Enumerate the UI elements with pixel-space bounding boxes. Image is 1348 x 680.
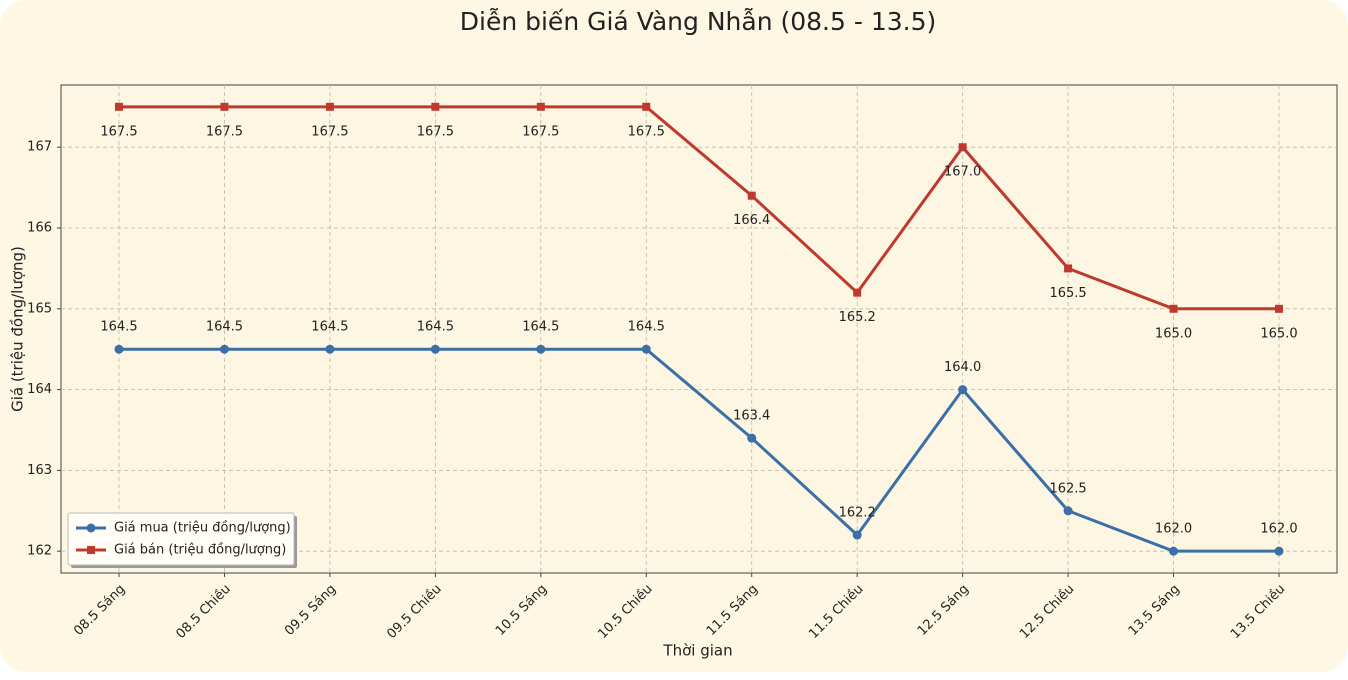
y-axis-label: Giá (triệu đồng/lượng) xyxy=(9,246,27,412)
data-label: 164.5 xyxy=(206,320,243,335)
data-label: 164.5 xyxy=(311,320,348,335)
data-label: 166.4 xyxy=(733,213,770,228)
legend: Giá mua (triệu đồng/lượng) Giá bán (triệu… xyxy=(67,512,297,568)
marker xyxy=(1063,506,1073,516)
marker xyxy=(642,102,651,111)
marker xyxy=(747,191,756,200)
data-label: 167.5 xyxy=(522,124,559,139)
marker xyxy=(641,344,651,354)
data-label: 167.5 xyxy=(206,124,243,139)
legend-label: Giá mua (triệu đồng/lượng) xyxy=(114,521,291,536)
data-label: 164.0 xyxy=(944,360,981,375)
marker xyxy=(536,344,546,354)
data-label: 167.5 xyxy=(417,124,454,139)
marker xyxy=(325,102,334,111)
data-label: 165.0 xyxy=(1155,326,1192,341)
data-label: 165.2 xyxy=(839,310,876,325)
plot-area xyxy=(60,84,1338,574)
data-label: 163.4 xyxy=(733,409,770,424)
marker xyxy=(1275,304,1283,313)
marker xyxy=(1274,546,1284,556)
legend-box xyxy=(67,512,295,566)
marker xyxy=(114,344,124,354)
marker xyxy=(220,102,229,111)
data-label: 167.0 xyxy=(944,165,981,180)
data-label: 162.2 xyxy=(839,506,876,521)
y-tick-label: 163 xyxy=(27,463,52,478)
marker xyxy=(853,288,862,297)
data-label: 164.5 xyxy=(522,320,559,335)
legend-label: Giá bán (triệu đồng/lượng) xyxy=(114,543,286,558)
marker xyxy=(431,102,440,111)
y-tick-label: 162 xyxy=(27,544,52,559)
data-label: 167.5 xyxy=(100,124,137,139)
series-line xyxy=(119,105,1279,311)
marker xyxy=(958,143,967,152)
legend-marker xyxy=(87,546,95,554)
y-tick-label: 167 xyxy=(27,140,52,155)
x-axis-label: Thời gian xyxy=(662,642,732,660)
data-label: 165.5 xyxy=(1049,286,1086,301)
data-label: 164.5 xyxy=(628,320,665,335)
marker xyxy=(325,344,335,354)
marker xyxy=(958,385,968,395)
marker xyxy=(115,102,123,111)
data-label: 162.0 xyxy=(1155,522,1192,537)
data-label: 165.0 xyxy=(1260,326,1297,341)
data-label: 162.5 xyxy=(1049,481,1086,496)
data-label: 167.5 xyxy=(628,124,665,139)
y-tick-label: 164 xyxy=(27,382,52,397)
marker xyxy=(219,344,229,354)
data-label: 162.0 xyxy=(1260,522,1297,537)
marker xyxy=(852,530,862,540)
data-label: 164.5 xyxy=(100,320,137,335)
marker xyxy=(1064,264,1073,273)
marker xyxy=(1169,546,1179,556)
marker xyxy=(430,344,440,354)
marker xyxy=(1169,304,1178,313)
series-line xyxy=(119,347,1279,553)
marker xyxy=(747,433,757,443)
data-label: 164.5 xyxy=(417,320,454,335)
data-label: 167.5 xyxy=(311,124,348,139)
marker xyxy=(536,102,545,111)
y-tick-label: 166 xyxy=(27,221,52,236)
legend-marker xyxy=(86,523,96,533)
chart-title: Diễn biến Giá Vàng Nhẫn (08.5 - 13.5) xyxy=(460,7,937,36)
y-tick-label: 165 xyxy=(27,301,52,316)
